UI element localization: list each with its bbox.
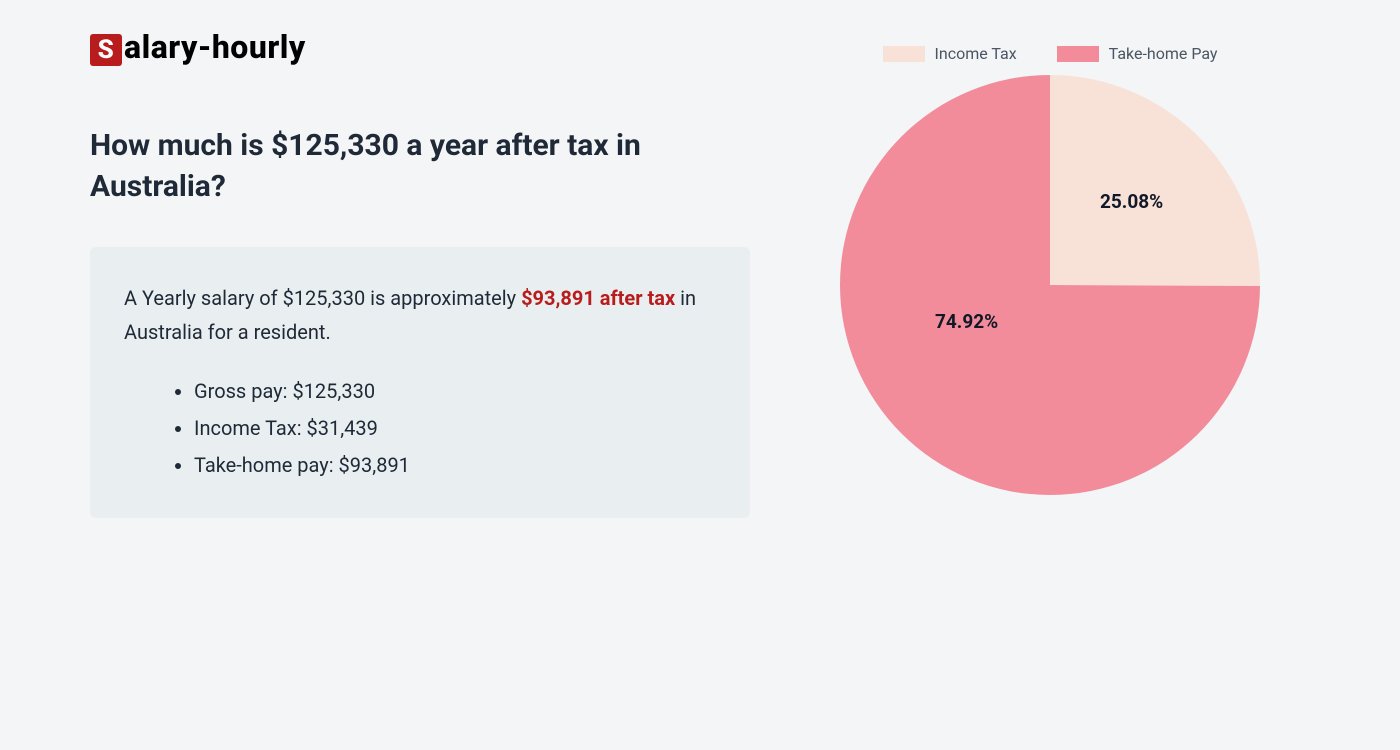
page-container: Salary-hourly How much is $125,330 a yea… xyxy=(0,0,1400,750)
legend-swatch xyxy=(883,46,925,62)
legend-label: Take-home Pay xyxy=(1109,44,1218,63)
legend-swatch xyxy=(1057,46,1099,62)
summary-box: A Yearly salary of $125,330 is approxima… xyxy=(90,247,750,518)
summary-highlight: $93,891 after tax xyxy=(521,286,675,310)
legend-label: Income Tax xyxy=(935,44,1017,63)
left-column: Salary-hourly How much is $125,330 a yea… xyxy=(90,28,790,750)
right-column: Income Tax Take-home Pay 25.08% 74.92% xyxy=(790,28,1310,750)
logo-text: alary-hourly xyxy=(124,28,306,66)
pie-chart: 25.08% 74.92% xyxy=(840,75,1260,495)
summary-lead: A Yearly salary of $125,330 is approxima… xyxy=(124,286,521,310)
pie-slice-label: 25.08% xyxy=(1100,190,1163,213)
summary-list: Gross pay: $125,330 Income Tax: $31,439 … xyxy=(124,373,716,484)
logo: Salary-hourly xyxy=(90,28,750,66)
legend-item: Take-home Pay xyxy=(1057,44,1218,63)
pie-svg xyxy=(840,75,1260,495)
pie-slice-label: 74.92% xyxy=(935,310,998,333)
legend-item: Income Tax xyxy=(883,44,1017,63)
page-title: How much is $125,330 a year after tax in… xyxy=(90,126,750,207)
list-item: Gross pay: $125,330 xyxy=(194,373,716,410)
chart-legend: Income Tax Take-home Pay xyxy=(840,44,1260,63)
list-item: Take-home pay: $93,891 xyxy=(194,447,716,484)
summary-sentence: A Yearly salary of $125,330 is approxima… xyxy=(124,281,716,349)
list-item: Income Tax: $31,439 xyxy=(194,410,716,447)
logo-s-box: S xyxy=(90,34,122,66)
